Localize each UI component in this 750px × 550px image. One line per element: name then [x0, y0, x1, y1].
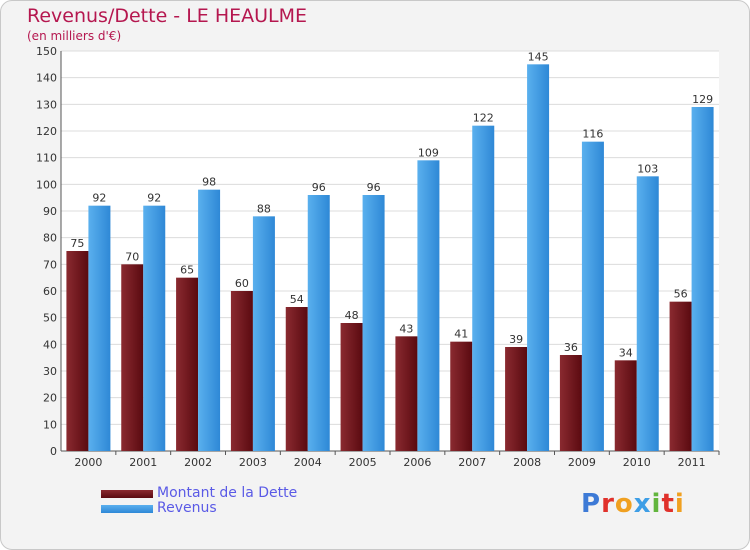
bar-revenus [88, 205, 111, 451]
bar-revenus [472, 125, 495, 452]
y-tick-label: 30 [43, 365, 57, 378]
y-tick-label: 130 [36, 98, 57, 111]
y-tick-label: 0 [50, 445, 57, 458]
bar-dette [559, 355, 582, 451]
bar-dette [340, 323, 363, 451]
x-tick-label: 2007 [458, 456, 486, 469]
data-label: 75 [70, 237, 84, 250]
logo-letter: i [651, 489, 662, 519]
data-label: 145 [528, 50, 549, 63]
legend-label-dette: Montant de la Dette [157, 485, 298, 501]
data-label: 43 [399, 322, 413, 335]
bar-dette [395, 336, 418, 451]
legend-label-revenus: Revenus [157, 500, 217, 516]
data-label: 39 [509, 333, 523, 346]
bar-revenus [417, 160, 440, 452]
data-label: 65 [180, 264, 194, 277]
data-label: 129 [692, 93, 713, 106]
logo-letter: o [614, 489, 634, 519]
bar-revenus [527, 64, 550, 452]
y-tick-label: 150 [36, 45, 57, 58]
bar-dette [121, 264, 144, 451]
y-tick-label: 50 [43, 312, 57, 325]
data-label: 103 [637, 162, 658, 175]
x-tick-label: 2004 [294, 456, 322, 469]
bar-revenus [307, 195, 330, 451]
y-tick-label: 110 [36, 152, 57, 165]
logo-letter: r [601, 489, 615, 519]
chart-title: Revenus/Dette - LE HEAULME [27, 5, 308, 27]
bar-dette [230, 291, 253, 451]
bar-revenus [198, 189, 221, 451]
logo-letter: x [633, 489, 652, 519]
bar-revenus [581, 141, 604, 451]
bar-dette [505, 347, 528, 451]
y-tick-label: 10 [43, 418, 57, 431]
y-tick-label: 100 [36, 178, 57, 191]
bar-revenus [143, 205, 166, 451]
plot-area [61, 51, 719, 451]
data-label: 92 [92, 192, 106, 205]
data-label: 116 [582, 128, 603, 141]
bar-dette [176, 277, 199, 451]
y-tick-label: 90 [43, 205, 57, 218]
x-tick-label: 2008 [513, 456, 541, 469]
chart-subtitle: (en milliers d'€) [27, 29, 122, 43]
bar-dette [614, 360, 637, 451]
bar-dette [669, 301, 692, 451]
x-tick-label: 2009 [568, 456, 596, 469]
data-label: 48 [345, 309, 359, 322]
data-label: 98 [202, 176, 216, 189]
x-tick-label: 2010 [623, 456, 651, 469]
data-label: 60 [235, 277, 249, 290]
data-label: 70 [125, 250, 139, 263]
y-tick-label: 120 [36, 125, 57, 138]
y-tick-label: 80 [43, 232, 57, 245]
x-tick-label: 2003 [239, 456, 267, 469]
logo-letter: P [581, 489, 602, 519]
data-label: 92 [147, 192, 161, 205]
bar-revenus [252, 216, 275, 451]
data-label: 54 [290, 293, 304, 306]
x-tick-label: 2006 [403, 456, 431, 469]
data-label: 109 [418, 146, 439, 159]
logo-letter: t [661, 489, 675, 519]
bar-revenus [362, 195, 385, 451]
y-tick-label: 140 [36, 72, 57, 85]
bar-dette [450, 341, 473, 451]
bar-dette [285, 307, 308, 451]
y-tick-label: 20 [43, 392, 57, 405]
data-label: 36 [564, 341, 578, 354]
logo-letter: i [674, 489, 685, 519]
x-tick-label: 2002 [184, 456, 212, 469]
y-tick-label: 60 [43, 285, 57, 298]
proxiti-logo: Proxiti [581, 489, 685, 519]
bar-dette [66, 251, 89, 451]
y-tick-label: 70 [43, 258, 57, 271]
legend-swatch-revenus [101, 505, 153, 513]
x-tick-label: 2000 [74, 456, 102, 469]
x-tick-label: 2005 [349, 456, 377, 469]
data-label: 34 [619, 346, 633, 359]
legend-swatch-dette [101, 490, 153, 498]
data-label: 56 [674, 288, 688, 301]
data-label: 96 [367, 181, 381, 194]
y-tick-label: 40 [43, 338, 57, 351]
data-label: 96 [312, 181, 326, 194]
data-label: 88 [257, 202, 271, 215]
bar-revenus [636, 176, 659, 452]
x-tick-label: 2011 [678, 456, 706, 469]
data-label: 41 [454, 328, 468, 341]
x-tick-label: 2001 [129, 456, 157, 469]
data-label: 122 [473, 112, 494, 125]
bar-revenus [691, 107, 714, 451]
